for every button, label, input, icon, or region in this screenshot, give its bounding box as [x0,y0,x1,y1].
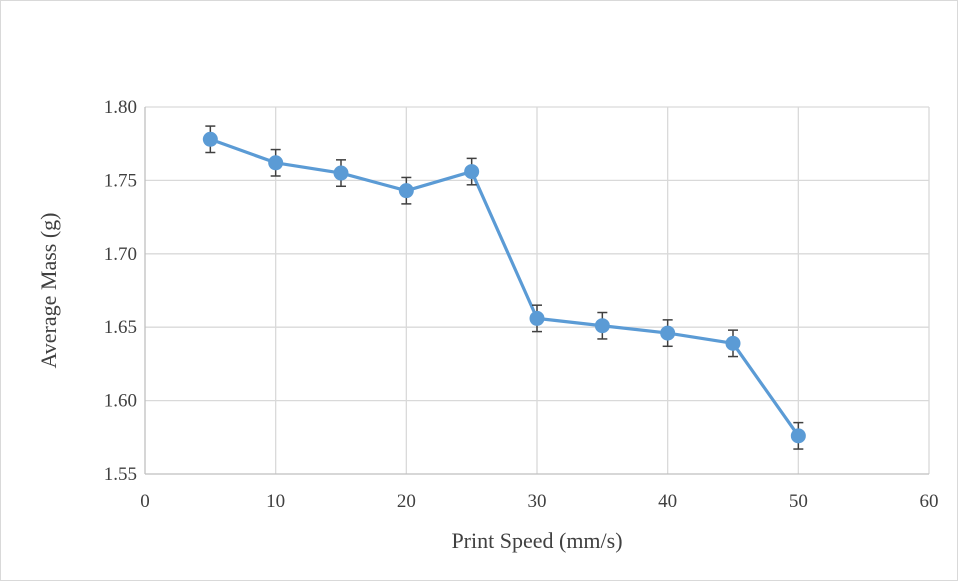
data-point [268,155,284,171]
y-tick-label: 1.75 [104,170,137,191]
x-tick-label: 30 [528,491,547,512]
series-line [209,137,800,437]
data-point [790,428,806,444]
data-point [725,335,741,351]
x-tick-label: 50 [789,491,808,512]
data-point [202,131,218,147]
x-axis-title: Print Speed (mm/s) [451,528,622,553]
series-group [202,125,806,450]
y-tick-label: 1.60 [104,391,137,412]
axes [144,107,929,475]
x-tick-labels: 0 10 20 30 40 50 60 [140,491,938,512]
data-point [594,318,610,334]
y-tick-labels: 1.55 1.60 1.65 1.70 1.75 1.80 [104,97,137,485]
y-tick-label: 1.70 [104,244,137,265]
data-point [333,165,349,181]
x-tick-label: 10 [266,491,285,512]
gridlines [145,106,930,474]
data-point [464,164,480,180]
x-tick-label: 20 [397,491,416,512]
y-tick-label: 1.55 [104,464,137,485]
x-tick-label: 40 [658,491,677,512]
data-point [660,325,676,341]
x-tick-label: 0 [140,491,150,512]
y-axis-title: Average Mass (g) [36,213,61,369]
x-tick-label: 60 [920,491,939,512]
data-point [529,310,545,326]
y-tick-label: 1.65 [104,317,137,338]
y-tick-label: 1.80 [104,97,137,118]
data-point [398,183,414,199]
